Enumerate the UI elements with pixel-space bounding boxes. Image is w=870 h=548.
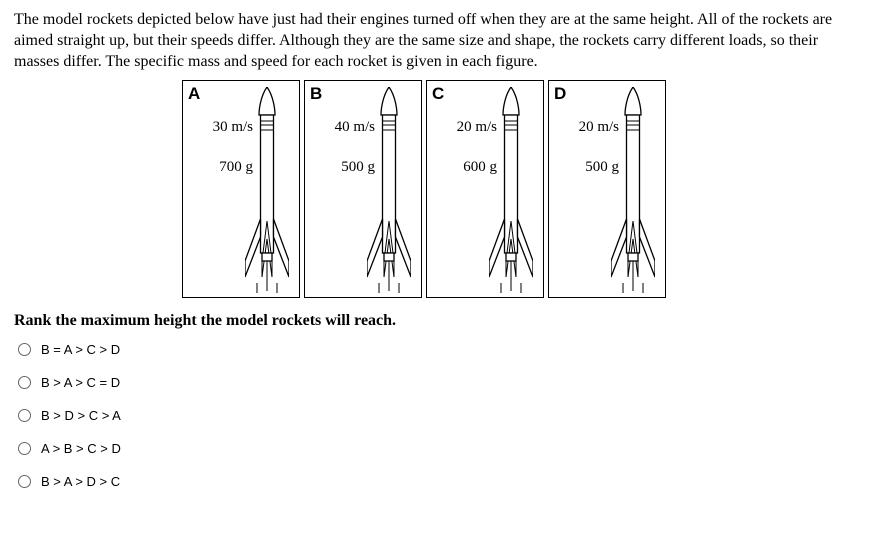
rocket-icon: [611, 87, 655, 293]
option-5[interactable]: B > A > D > C: [18, 474, 856, 489]
figure-mass: 500 g: [559, 159, 619, 176]
options-list: B = A > C > D B > A > C = D B > D > C > …: [14, 342, 856, 489]
figure-label: A: [188, 84, 200, 104]
radio-icon[interactable]: [18, 409, 31, 422]
figure-d: D 20 m/s 500 g: [548, 80, 666, 298]
option-label: B > A > D > C: [41, 474, 120, 489]
radio-icon[interactable]: [18, 343, 31, 356]
radio-icon[interactable]: [18, 376, 31, 389]
figure-a: A 30 m/s 700 g: [182, 80, 300, 298]
figure-label: B: [310, 84, 322, 104]
option-4[interactable]: A > B > C > D: [18, 441, 856, 456]
figure-speed: 20 m/s: [559, 119, 619, 136]
figure-speed: 20 m/s: [437, 119, 497, 136]
radio-icon[interactable]: [18, 442, 31, 455]
rocket-icon: [489, 87, 533, 293]
figure-speed: 40 m/s: [315, 119, 375, 136]
radio-icon[interactable]: [18, 475, 31, 488]
option-label: B > A > C = D: [41, 375, 120, 390]
figure-speed: 30 m/s: [193, 119, 253, 136]
option-3[interactable]: B > D > C > A: [18, 408, 856, 423]
rocket-icon: [367, 87, 411, 293]
figure-mass: 500 g: [315, 159, 375, 176]
problem-text: The model rockets depicted below have ju…: [14, 10, 856, 72]
option-1[interactable]: B = A > C > D: [18, 342, 856, 357]
figure-c: C 20 m/s 600 g: [426, 80, 544, 298]
option-2[interactable]: B > A > C = D: [18, 375, 856, 390]
figure-b: B 40 m/s 500 g: [304, 80, 422, 298]
question-prompt: Rank the maximum height the model rocket…: [14, 312, 856, 330]
option-label: B = A > C > D: [41, 342, 120, 357]
figure-label: C: [432, 84, 444, 104]
figure-label: D: [554, 84, 566, 104]
figure-mass: 700 g: [193, 159, 253, 176]
option-label: A > B > C > D: [41, 441, 121, 456]
rocket-icon: [245, 87, 289, 293]
option-label: B > D > C > A: [41, 408, 121, 423]
figures-row: A 30 m/s 700 g B 40 m/s 500 g: [182, 80, 856, 298]
figure-mass: 600 g: [437, 159, 497, 176]
